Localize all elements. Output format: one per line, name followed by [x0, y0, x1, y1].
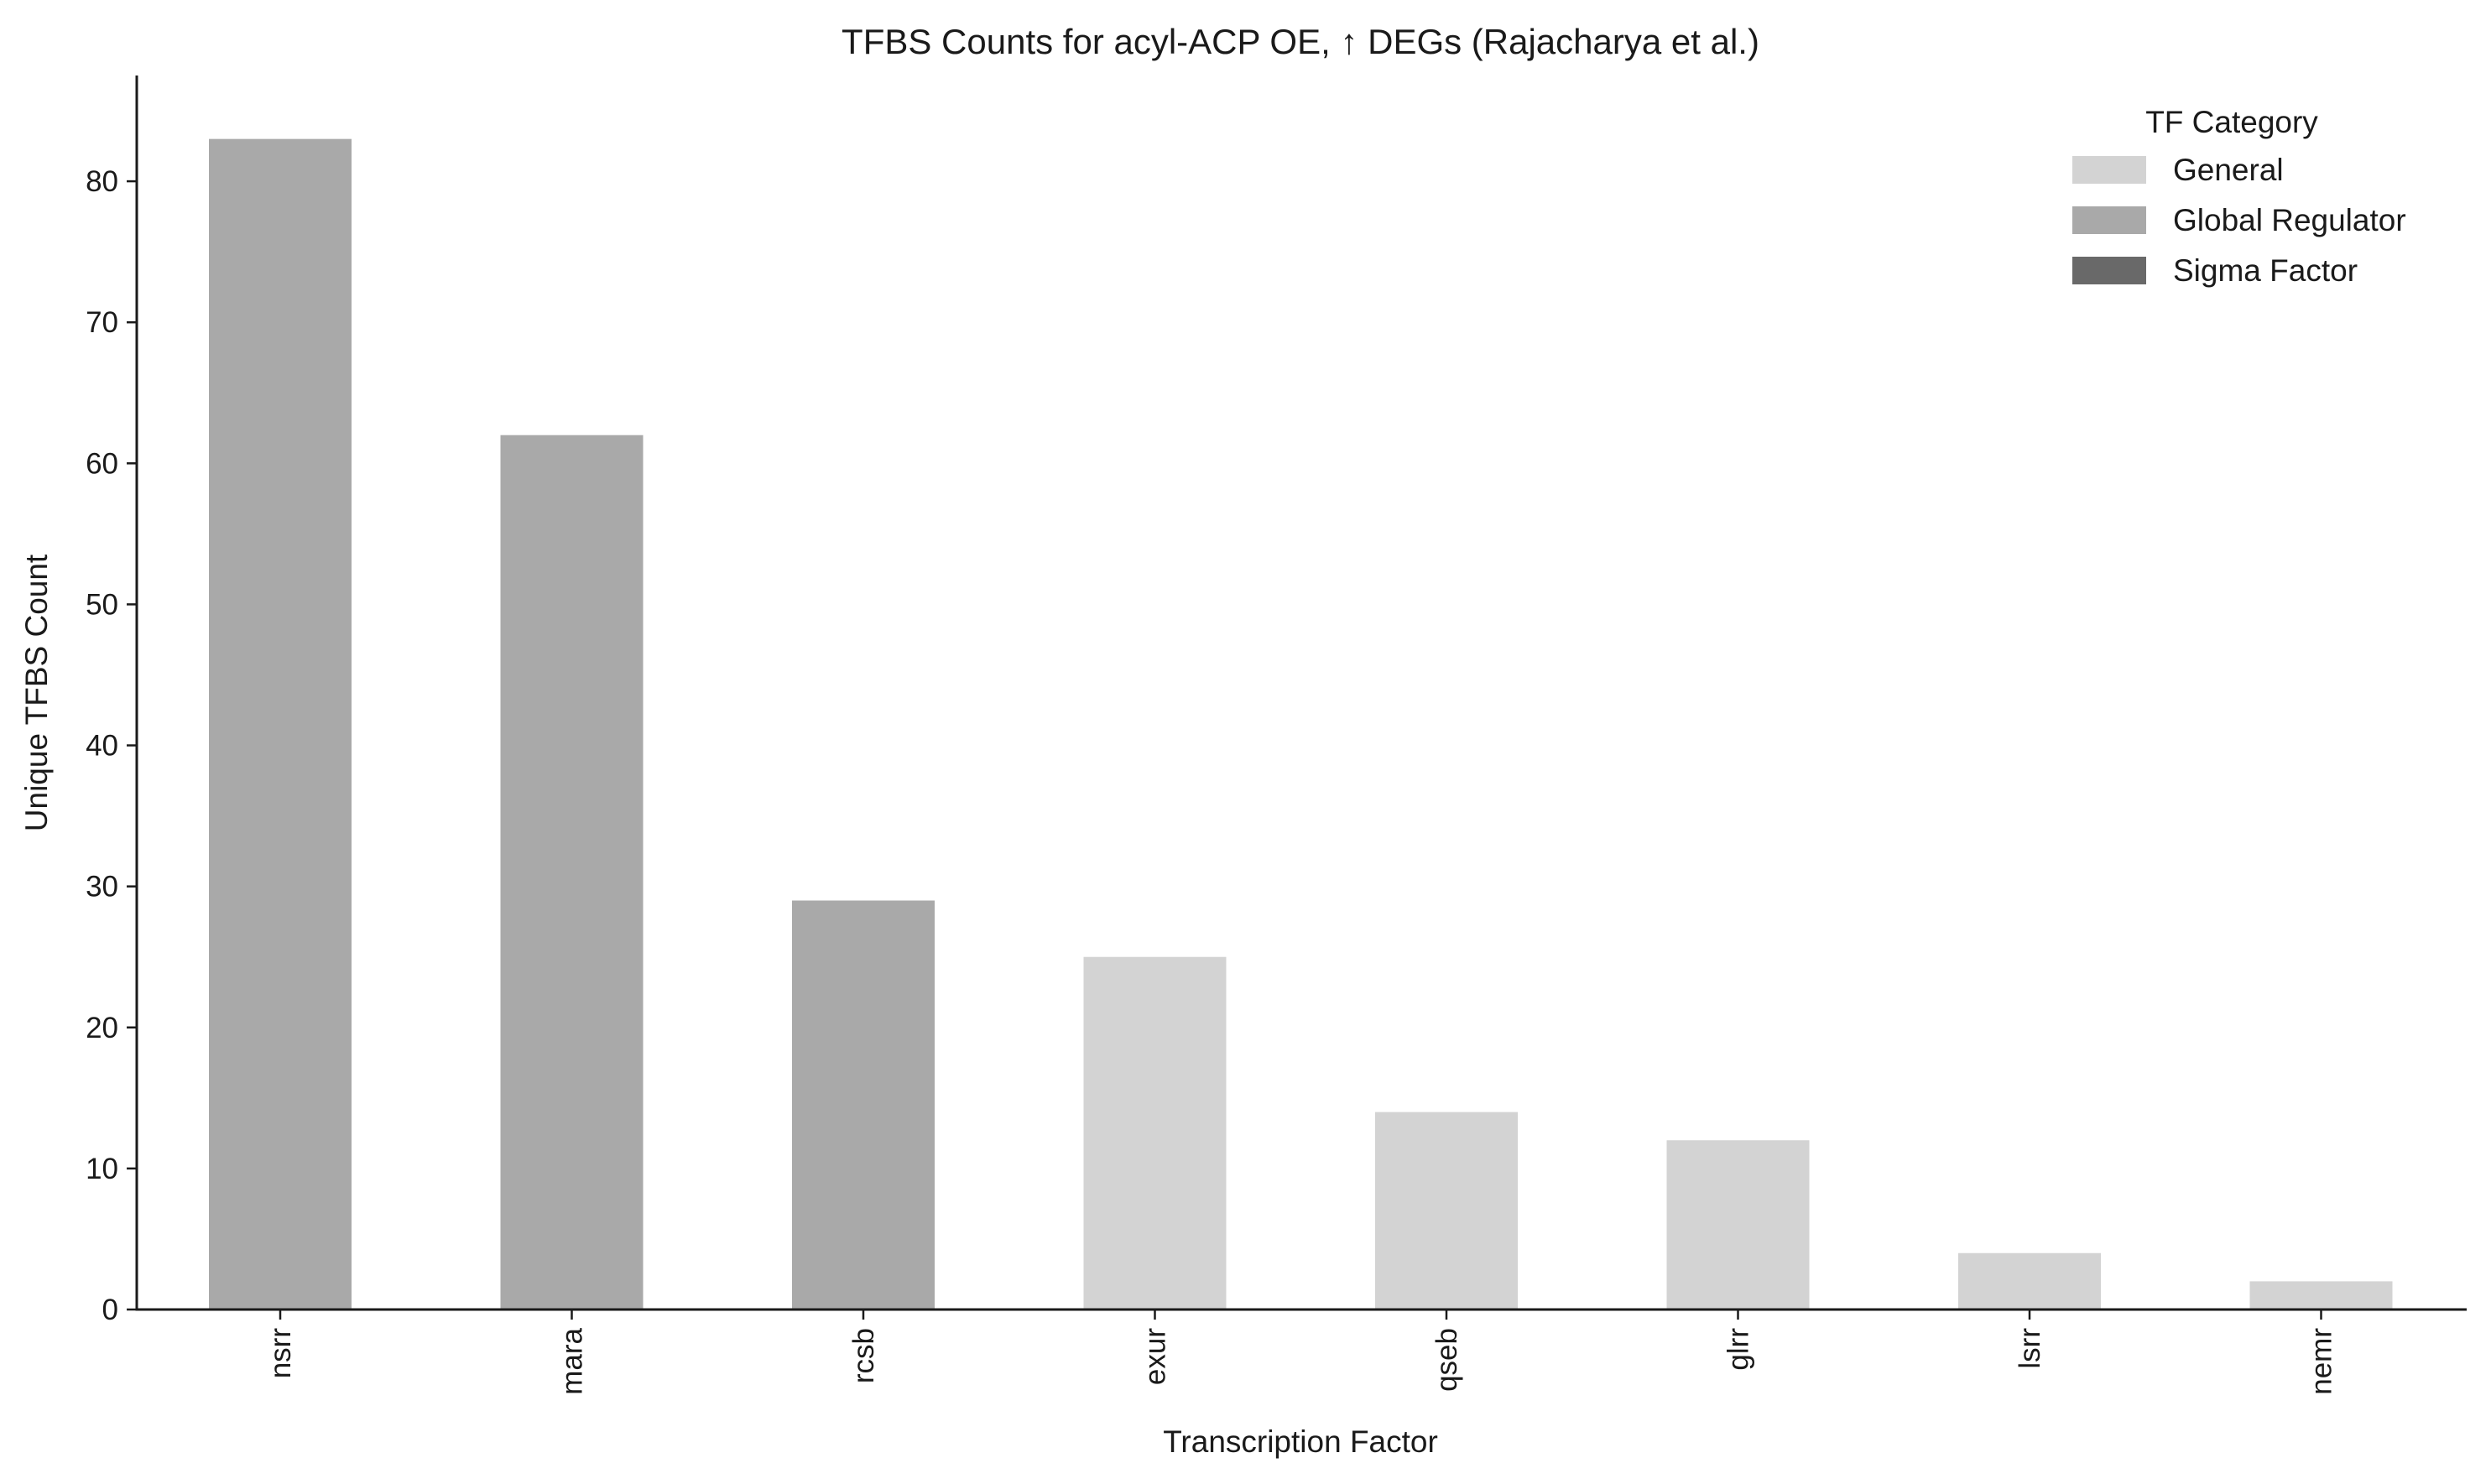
legend-swatch — [2072, 156, 2146, 184]
x-tick-label: nemr — [2306, 1328, 2338, 1395]
bar-qseb — [1375, 1112, 1518, 1310]
chart-title: TFBS Counts for acyl-ACP OE, ↑ DEGs (Raj… — [842, 22, 1759, 61]
y-tick-label: 50 — [86, 588, 118, 621]
x-tick-label: qseb — [1431, 1328, 1463, 1392]
x-tick-label: rcsb — [847, 1328, 880, 1383]
bar-mara — [500, 435, 644, 1310]
y-tick-label: 70 — [86, 306, 118, 339]
legend: TF Category General Global Regulator Sigma… — [2072, 105, 2406, 288]
bars-group — [209, 138, 2393, 1310]
legend-label: Sigma Factor — [2173, 253, 2358, 288]
x-axis-ticks: nsrr mara rcsb exur qseb glrr lsrr nemr — [264, 1310, 2338, 1395]
legend-entries: General Global Regulator Sigma Factor — [2072, 153, 2406, 288]
bar-glrr — [1666, 1140, 1810, 1310]
y-tick-label: 30 — [86, 871, 118, 903]
x-tick-label: lsrr — [2014, 1328, 2046, 1369]
x-axis-label: Transcription Factor — [1163, 1424, 1438, 1459]
y-tick-label: 40 — [86, 730, 118, 763]
legend-swatch — [2072, 206, 2146, 234]
y-axis-label: Unique TFBS Count — [19, 554, 54, 831]
legend-label: General — [2173, 153, 2284, 187]
y-axis-ticks: 0 10 20 30 40 50 60 70 80 — [86, 165, 137, 1326]
y-tick-label: 20 — [86, 1012, 118, 1044]
bar-rcsb — [792, 900, 935, 1310]
x-tick-label: glrr — [1722, 1328, 1755, 1371]
x-tick-label: nsrr — [264, 1328, 297, 1379]
legend-title: TF Category — [2145, 105, 2318, 139]
y-tick-label: 0 — [102, 1294, 118, 1326]
y-tick-label: 80 — [86, 165, 118, 198]
y-tick-label: 10 — [86, 1153, 118, 1185]
x-tick-label: mara — [556, 1327, 589, 1394]
bar-nemr — [2249, 1281, 2393, 1310]
legend-swatch — [2072, 257, 2146, 284]
legend-label: Global Regulator — [2173, 203, 2406, 237]
bar-nsrr — [209, 138, 352, 1310]
bar-lsrr — [1958, 1252, 2101, 1310]
x-tick-label: exur — [1139, 1328, 1172, 1385]
bar-exur — [1083, 956, 1227, 1310]
y-tick-label: 60 — [86, 447, 118, 480]
